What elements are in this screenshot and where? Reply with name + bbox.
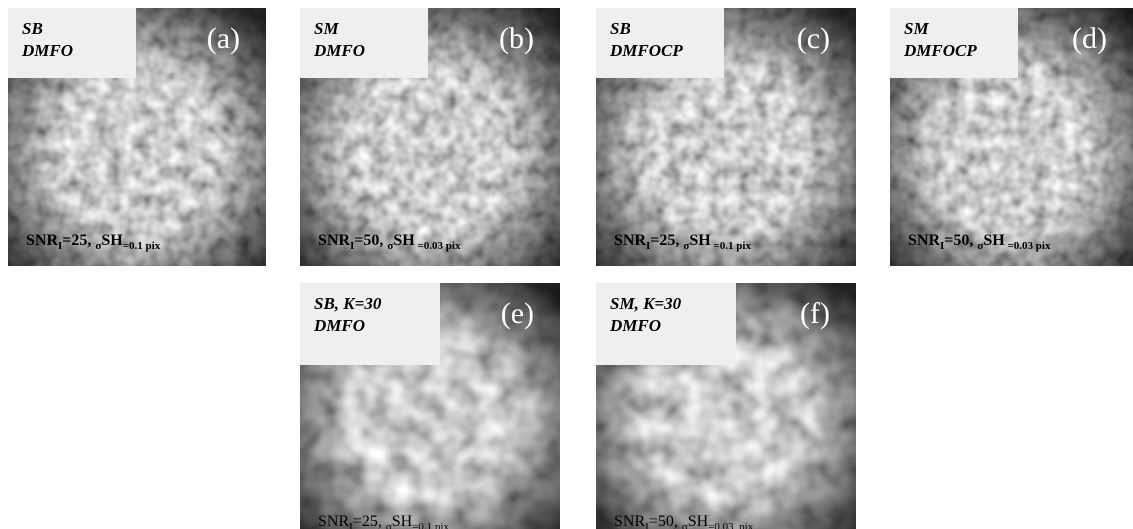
method-line: DMFO [314,315,426,337]
method-line: DMFOCP [904,40,1004,62]
panel-letter: (c) [797,22,830,56]
caption-part: SH [689,232,710,249]
caption: SNRI=50, σSH=0.03 pix [614,513,753,529]
caption-part: SNR [318,232,350,249]
method-line: DMFOCP [610,40,710,62]
figure: SBDMFO(a)SNRI=25, σSH=0.1 pix SMDMFO(b)S… [0,0,1133,529]
panel-letter: (e) [501,297,534,331]
method-line: SB, K=30 [314,293,426,315]
caption: SNRI=25, σSH=0.1 pix [318,513,449,529]
caption-part: SNR [318,513,349,529]
caption-part: SH [688,513,708,529]
caption-part: SNR [908,232,940,249]
caption-part: SH [983,232,1004,249]
caption-part: =0.03 pix [1005,240,1051,252]
caption-part: SH [101,232,122,249]
caption-part: =25, [650,232,683,249]
method-line: SM, K=30 [610,293,722,315]
caption-part: =25, [353,513,386,529]
panel-letter: (a) [207,22,240,56]
caption-part: =0.1 pix [711,240,751,252]
caption-part: SNR [614,513,645,529]
method-line: SB [610,18,710,40]
caption-part: SNR [614,232,646,249]
panel-letter: (d) [1072,22,1107,56]
caption-part: SH [392,513,412,529]
caption-part: =50, [354,232,387,249]
caption-part: =0.03 pix [415,240,461,252]
caption-part: =0.1 pix [123,240,160,252]
panel-letter: (b) [499,22,534,56]
panel-letter: (f) [800,297,830,331]
method-line: DMFO [314,40,414,62]
method-line: DMFO [610,315,722,337]
caption: SNRI=25, σSH=0.1 pix [26,232,160,252]
method-line: DMFO [22,40,122,62]
method-line: SM [314,18,414,40]
caption-part: SNR [26,232,58,249]
caption-part: =25, [62,232,95,249]
caption: SNRI=50, σSH =0.03 pix [318,232,460,252]
method-line: SB [22,18,122,40]
caption-part: =50, [944,232,977,249]
caption-part: =0.03 pix [708,521,753,529]
caption: SNRI=50, σSH =0.03 pix [908,232,1050,252]
method-line: SM [904,18,1004,40]
caption-part: =50, [649,513,682,529]
caption-part: SH [393,232,414,249]
caption: SNRI=25, σSH =0.1 pix [614,232,751,252]
caption-part: =0.1 pix [412,521,449,529]
